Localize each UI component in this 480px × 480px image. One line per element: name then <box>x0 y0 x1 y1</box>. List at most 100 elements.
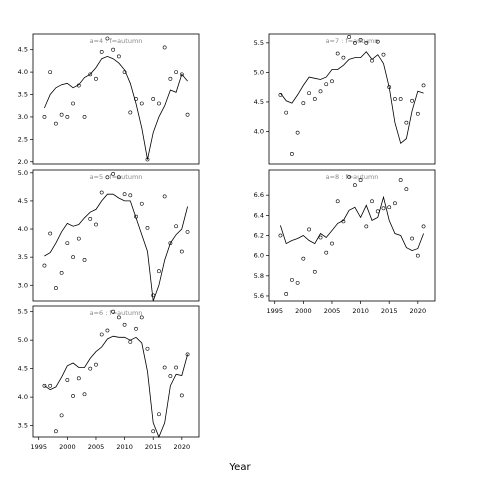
data-point <box>88 217 93 221</box>
data-point <box>162 365 167 370</box>
panel-label: a=8 : f=autumn <box>326 173 379 181</box>
y-tick-label: 6.4 <box>254 211 264 219</box>
data-point <box>352 40 357 45</box>
data-point <box>335 51 340 56</box>
data-point <box>341 55 346 60</box>
data-point <box>375 209 380 214</box>
data-point <box>185 112 190 117</box>
data-point <box>82 258 87 262</box>
series-line <box>44 55 188 160</box>
data-point <box>139 101 144 106</box>
data-point <box>65 115 70 119</box>
data-point <box>370 199 374 204</box>
data-point <box>42 263 47 268</box>
data-point <box>284 292 289 296</box>
data-point <box>347 175 352 179</box>
data-point <box>278 233 283 238</box>
data-point <box>157 101 161 106</box>
data-point <box>301 256 306 261</box>
series-line <box>280 195 424 252</box>
data-point <box>42 115 47 119</box>
data-point <box>145 226 150 230</box>
x-tick-label: 2005 <box>88 443 105 451</box>
data-point <box>139 315 144 320</box>
x-tick-label: 2010 <box>116 443 133 451</box>
y-tick-label: 3.5 <box>18 91 28 99</box>
data-point <box>151 293 156 298</box>
data-point <box>179 72 184 77</box>
panel-frame <box>32 33 200 165</box>
data-point <box>134 214 138 219</box>
y-tick-label: 3.0 <box>18 281 28 289</box>
y-tick-label: 5.0 <box>254 68 264 76</box>
y-tick-label: 3.5 <box>18 253 28 261</box>
data-point <box>145 346 150 351</box>
data-point <box>284 110 289 115</box>
data-point <box>381 206 386 211</box>
data-point <box>71 255 75 260</box>
data-point <box>168 241 173 245</box>
data-point <box>289 277 294 282</box>
data-point <box>330 241 334 246</box>
data-point <box>122 192 127 197</box>
y-tick-label: 3.0 <box>18 113 28 121</box>
y-tick-label: 5.0 <box>18 336 28 344</box>
data-point <box>358 178 363 182</box>
panel-label: a=7 : f=autumn <box>326 37 379 45</box>
data-point <box>289 152 294 156</box>
panel-frame <box>32 169 200 302</box>
data-point <box>99 50 104 54</box>
data-point <box>381 52 386 57</box>
panel-frame <box>268 169 436 302</box>
data-point <box>358 38 363 42</box>
data-point <box>122 70 127 75</box>
data-point <box>82 392 87 397</box>
data-point <box>99 332 104 337</box>
data-point <box>82 115 87 119</box>
data-point <box>111 309 116 314</box>
data-point <box>410 236 415 241</box>
x-tick-label: 2010 <box>352 307 369 315</box>
data-point <box>94 362 98 367</box>
data-point <box>122 322 127 327</box>
data-point <box>370 58 374 63</box>
data-point <box>393 97 397 101</box>
data-point <box>352 183 357 188</box>
data-point <box>324 250 329 255</box>
panel-1: a=4 : f=autumn 2.0 2.5 3.0 3.5 4.0 4.5 <box>18 33 200 166</box>
data-point <box>404 120 409 125</box>
y-tick-label: 2.5 <box>18 135 28 143</box>
panel-label: a=5 : f=autumn <box>90 173 143 181</box>
data-point <box>76 83 81 88</box>
data-point <box>53 121 58 126</box>
y-tick-label: 4.5 <box>18 365 28 373</box>
data-point <box>415 253 420 258</box>
data-point <box>53 286 58 290</box>
data-point <box>48 231 53 236</box>
x-tick-label: 2000 <box>295 307 312 315</box>
data-point <box>105 175 110 180</box>
data-point <box>421 224 426 229</box>
y-tick-label: 5.5 <box>254 39 264 47</box>
data-point <box>162 45 167 50</box>
data-point <box>71 101 75 106</box>
data-point <box>278 92 283 97</box>
y-tick-label: 4.0 <box>254 128 264 136</box>
data-point <box>88 72 93 77</box>
data-point <box>421 83 426 88</box>
data-point <box>375 39 380 44</box>
panel-frame <box>268 33 436 165</box>
x-tick-label: 2015 <box>145 443 162 451</box>
data-point <box>151 429 156 434</box>
y-tick-label: 3.5 <box>18 422 28 430</box>
data-point <box>48 383 53 388</box>
data-point <box>295 280 300 285</box>
data-point <box>94 76 98 81</box>
data-point <box>128 110 133 115</box>
data-point <box>94 222 98 227</box>
panel-2: a=5 : f=autumn 3.0 3.5 4.0 4.5 5.0 <box>18 169 200 302</box>
x-tick-label: 1995 <box>30 443 47 451</box>
data-point <box>307 91 311 95</box>
data-point <box>185 352 190 357</box>
